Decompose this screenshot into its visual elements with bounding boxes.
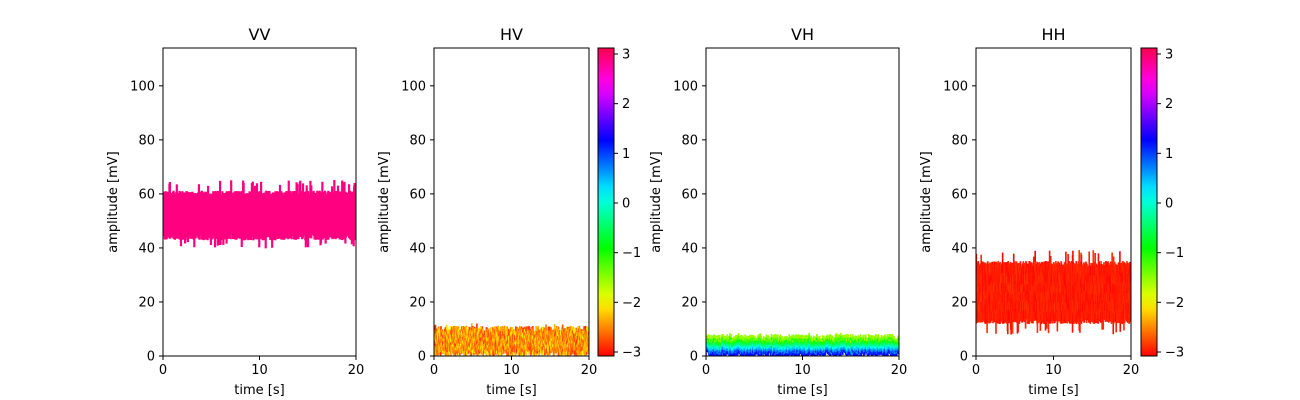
colorbar-tick-label: 3 (622, 48, 630, 63)
y-tick-label: 80 (409, 133, 426, 148)
colorbar-tick-label: 1 (622, 147, 630, 162)
colorbar-tick-label: −3 (622, 346, 641, 361)
scatter-points (706, 332, 899, 356)
x-axis-label: time [s] (234, 383, 284, 398)
y-tick-label: 40 (138, 241, 155, 256)
y-tick-label: 0 (418, 350, 426, 365)
y-tick-label: 100 (401, 79, 426, 94)
y-axis-label: amplitude [mV] (106, 151, 121, 253)
y-axis-label: amplitude [mV] (377, 151, 392, 253)
colorbar: 3 2 1 0 −1 −2 −3 (597, 47, 641, 361)
subplot-title: VV (249, 25, 271, 44)
colorbar-tick-label: 0 (622, 197, 630, 212)
x-tick-label: 10 (503, 363, 520, 378)
x-tick-label: 10 (251, 363, 268, 378)
x-tick-label: 0 (159, 363, 167, 378)
x-tick-label: 20 (581, 363, 598, 378)
y-tick-label: 80 (138, 133, 155, 148)
y-tick-label: 20 (138, 295, 155, 310)
x-tick-label: 20 (348, 363, 365, 378)
colorbar-tick-label: −2 (622, 296, 641, 311)
colorbar-tick-label: −1 (622, 246, 641, 261)
y-tick-label: 100 (130, 79, 155, 94)
y-tick-label: 60 (138, 187, 155, 202)
y-tick-label: 40 (409, 241, 426, 256)
y-tick-label: 20 (409, 295, 426, 310)
colorbar-gradient (597, 47, 615, 357)
scatter-points (163, 179, 356, 249)
subplot-title: HV (500, 25, 523, 44)
scatter-points (434, 323, 589, 356)
axes-frame (433, 47, 590, 357)
x-tick-label: 0 (430, 363, 438, 378)
colorbar-tick-label: 2 (622, 97, 630, 112)
y-tick-label: 60 (409, 187, 426, 202)
y-tick-label: 0 (147, 350, 155, 365)
subplot-vv: 0 20 40 60 80 100 0 10 20 VV time [s] amplitude [mV… (106, 25, 364, 398)
x-axis-label: time [s] (486, 383, 536, 398)
